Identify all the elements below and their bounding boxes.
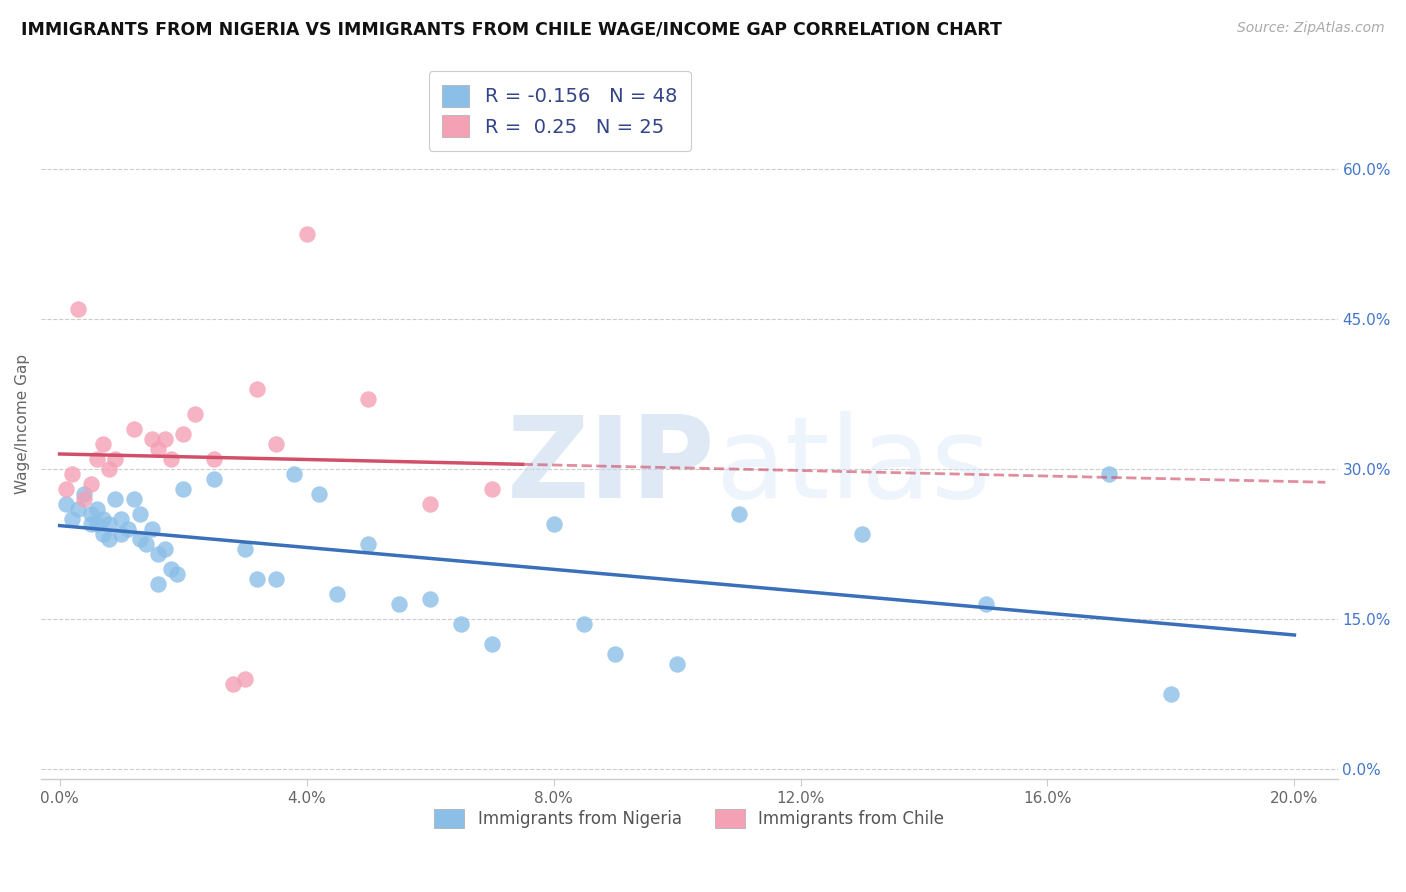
Point: [357, 537, 380, 551]
Point: [79, 507, 101, 521]
Point: [86, 501, 108, 516]
Point: [419, 591, 441, 606]
Point: [67, 301, 90, 316]
Point: [55, 482, 77, 496]
Point: [166, 566, 188, 581]
Point: [295, 227, 318, 241]
Point: [98, 461, 121, 475]
Point: [153, 541, 176, 556]
Point: [60, 467, 83, 481]
Point: [246, 572, 269, 586]
Point: [79, 516, 101, 531]
Point: [1098, 467, 1121, 481]
Legend: Immigrants from Nigeria, Immigrants from Chile: Immigrants from Nigeria, Immigrants from…: [427, 802, 950, 835]
Point: [122, 422, 145, 436]
Point: [233, 541, 256, 556]
Point: [246, 382, 269, 396]
Point: [148, 547, 170, 561]
Point: [283, 467, 305, 481]
Point: [110, 526, 132, 541]
Point: [67, 501, 90, 516]
Point: [481, 637, 503, 651]
Point: [91, 526, 114, 541]
Point: [357, 392, 380, 406]
Point: [153, 432, 176, 446]
Point: [264, 436, 287, 450]
Point: [172, 482, 194, 496]
Point: [60, 512, 83, 526]
Point: [419, 497, 441, 511]
Point: [98, 516, 121, 531]
Point: [86, 516, 108, 531]
Point: [221, 677, 243, 691]
Point: [574, 616, 596, 631]
Text: Source: ZipAtlas.com: Source: ZipAtlas.com: [1237, 21, 1385, 35]
Point: [98, 532, 121, 546]
Point: [159, 562, 181, 576]
Point: [727, 507, 749, 521]
Point: [233, 672, 256, 686]
Point: [79, 476, 101, 491]
Point: [388, 597, 411, 611]
Point: [73, 491, 96, 506]
Point: [128, 507, 150, 521]
Text: ZIP: ZIP: [506, 411, 716, 522]
Point: [73, 487, 96, 501]
Point: [450, 616, 472, 631]
Point: [202, 451, 225, 466]
Point: [326, 587, 349, 601]
Point: [974, 597, 997, 611]
Point: [481, 482, 503, 496]
Point: [1160, 687, 1182, 701]
Point: [91, 436, 114, 450]
Point: [172, 426, 194, 441]
Point: [128, 532, 150, 546]
Point: [159, 451, 181, 466]
Point: [104, 491, 127, 506]
Point: [148, 576, 170, 591]
Point: [202, 472, 225, 486]
Point: [86, 451, 108, 466]
Point: [117, 522, 139, 536]
Point: [141, 522, 163, 536]
Y-axis label: Wage/Income Gap: Wage/Income Gap: [15, 353, 30, 494]
Point: [55, 497, 77, 511]
Point: [122, 491, 145, 506]
Point: [141, 432, 163, 446]
Point: [104, 451, 127, 466]
Text: atlas: atlas: [716, 411, 991, 522]
Point: [543, 516, 565, 531]
Point: [851, 526, 873, 541]
Point: [308, 487, 330, 501]
Point: [264, 572, 287, 586]
Point: [605, 647, 627, 661]
Point: [148, 442, 170, 456]
Point: [184, 407, 207, 421]
Point: [135, 537, 157, 551]
Text: IMMIGRANTS FROM NIGERIA VS IMMIGRANTS FROM CHILE WAGE/INCOME GAP CORRELATION CHA: IMMIGRANTS FROM NIGERIA VS IMMIGRANTS FR…: [21, 21, 1002, 38]
Point: [110, 512, 132, 526]
Point: [91, 512, 114, 526]
Point: [666, 657, 689, 671]
